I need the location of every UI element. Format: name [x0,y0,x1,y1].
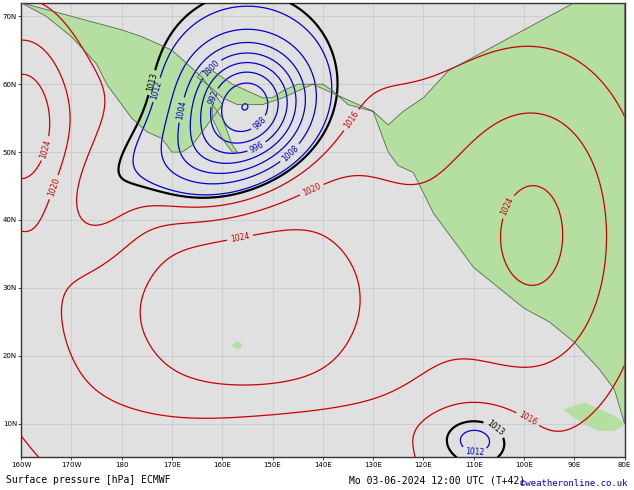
Polygon shape [212,104,237,152]
Text: 1016: 1016 [342,110,361,130]
Text: 1013: 1013 [145,72,158,93]
Text: 992: 992 [207,89,220,106]
Text: 1016: 1016 [517,410,538,428]
Text: ©weatheronline.co.uk: ©weatheronline.co.uk [520,479,628,488]
Polygon shape [197,3,624,423]
Text: 996: 996 [249,140,266,154]
Text: Surface pressure [hPa] ECMWF: Surface pressure [hPa] ECMWF [6,475,171,485]
Polygon shape [21,3,223,152]
Polygon shape [233,342,242,349]
Text: 1020: 1020 [301,182,323,198]
Text: Mo 03-06-2024 12:00 UTC (T+42): Mo 03-06-2024 12:00 UTC (T+42) [349,475,525,485]
Polygon shape [564,403,624,430]
Text: 1004: 1004 [175,99,188,120]
Text: 1024: 1024 [499,196,515,217]
Text: 988: 988 [251,115,268,132]
Text: 1024: 1024 [230,231,250,244]
Polygon shape [187,122,197,128]
Text: 1012: 1012 [465,447,484,457]
Text: 1012: 1012 [150,79,164,100]
Text: 1000: 1000 [201,58,221,78]
Text: 1008: 1008 [280,143,301,163]
Text: 1024: 1024 [39,138,53,159]
Text: 1020: 1020 [46,177,61,198]
Text: 1013: 1013 [485,418,505,437]
